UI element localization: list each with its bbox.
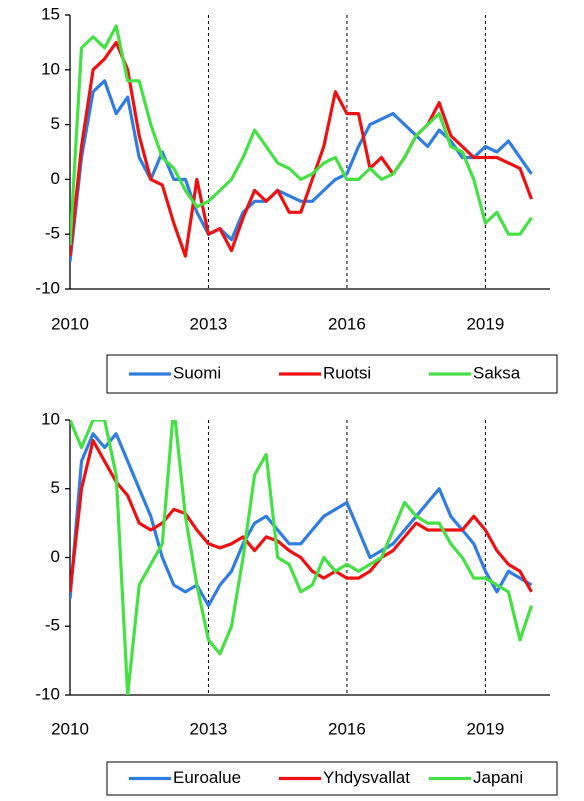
legend-box bbox=[106, 354, 558, 394]
y-tick-label: -10 bbox=[35, 278, 60, 297]
series-line bbox=[70, 79, 533, 262]
series-line bbox=[70, 24, 533, 246]
series-line bbox=[70, 420, 534, 695]
series-line bbox=[70, 432, 533, 608]
x-tick-label: 2019 bbox=[466, 314, 504, 333]
legend-label: Saksa bbox=[473, 363, 521, 382]
x-tick-label: 2010 bbox=[51, 314, 89, 333]
legend-box bbox=[106, 761, 558, 796]
x-tick-label: 2013 bbox=[190, 314, 228, 333]
plot: -10 -5 0 5 10 2010 2013 2016 2019 bbox=[35, 409, 550, 738]
legend: Suomi Ruotsi Saksa bbox=[106, 354, 558, 394]
y-tick-label: -5 bbox=[45, 224, 60, 243]
y-tick-label: 5 bbox=[51, 114, 60, 133]
y-tick-label: 10 bbox=[41, 59, 60, 78]
legend: Euroalue Yhdysvallat Japani bbox=[106, 761, 558, 796]
x-tick-label: 2016 bbox=[328, 719, 366, 738]
y-tick-label: 10 bbox=[41, 409, 60, 428]
legend-label: Suomi bbox=[173, 363, 221, 382]
x-tick-label: 2016 bbox=[328, 314, 366, 333]
plot: -10 -5 0 5 10 15 2010 2013 2016 2019 bbox=[35, 4, 550, 333]
y-tick-label: -5 bbox=[45, 616, 60, 635]
y-tick-label: 5 bbox=[51, 478, 60, 497]
y-tick-label: -10 bbox=[35, 684, 60, 703]
x-tick-label: 2013 bbox=[190, 719, 228, 738]
legend-label: Japani bbox=[473, 768, 523, 787]
y-tick-label: 0 bbox=[51, 547, 60, 566]
y-tick-label: 15 bbox=[41, 4, 60, 23]
series-line bbox=[70, 40, 533, 258]
legend-label: Euroalue bbox=[173, 768, 241, 787]
x-tick-label: 2019 bbox=[466, 719, 504, 738]
y-tick-label: 0 bbox=[51, 169, 60, 188]
legend-label: Yhdysvallat bbox=[323, 768, 410, 787]
legend-label: Ruotsi bbox=[323, 363, 371, 382]
x-tick-label: 2010 bbox=[51, 719, 89, 738]
series-line bbox=[70, 439, 533, 593]
